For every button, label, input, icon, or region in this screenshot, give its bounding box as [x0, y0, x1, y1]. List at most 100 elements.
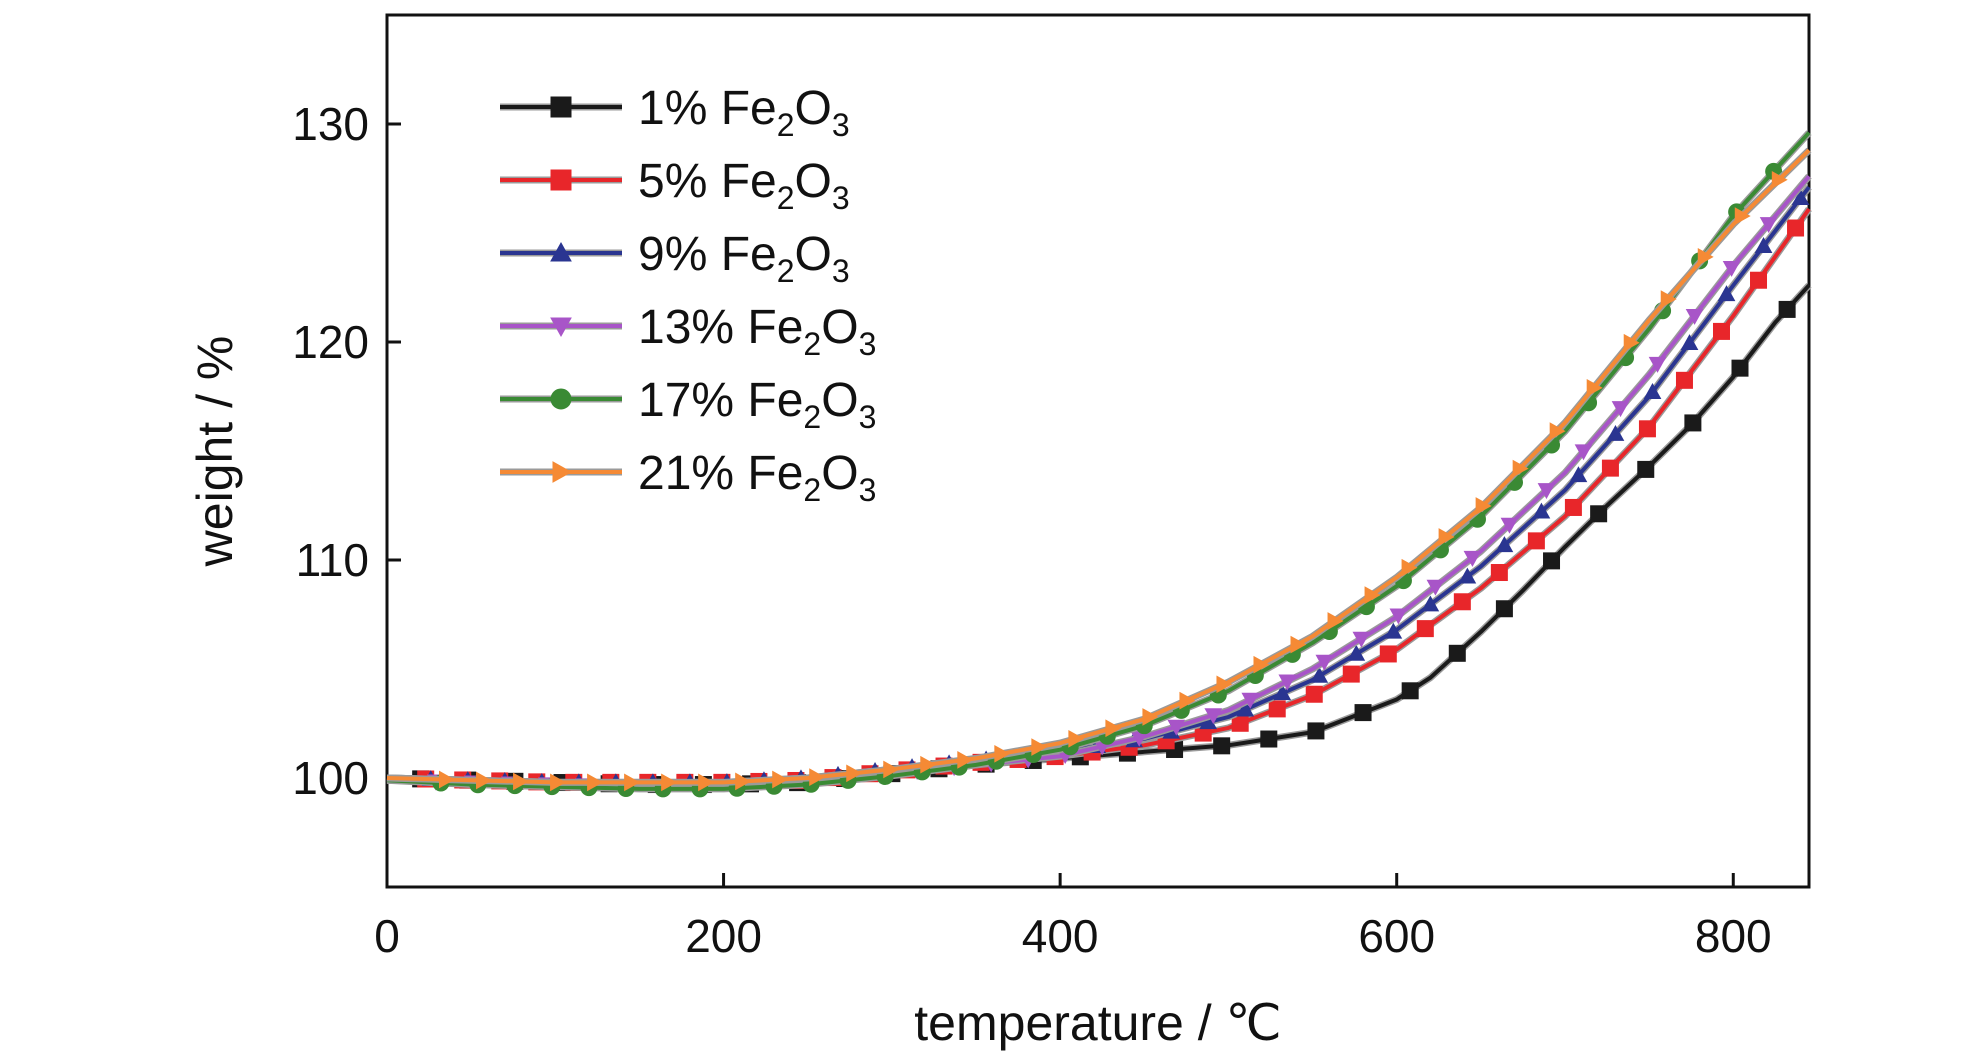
series-point	[1787, 219, 1805, 237]
series-point	[1648, 356, 1667, 373]
series-point	[1253, 655, 1270, 674]
legend-entry: 5% Fe2O3	[500, 155, 850, 216]
series-point	[476, 771, 492, 790]
series-point	[587, 773, 604, 792]
series-line-shadow	[386, 206, 1812, 786]
series-point	[513, 772, 529, 791]
series-point	[698, 773, 715, 792]
series-point	[1273, 684, 1292, 701]
legend-marker	[550, 96, 572, 118]
series-point	[1697, 248, 1714, 266]
series-point	[1142, 708, 1159, 726]
series-point	[1685, 308, 1704, 325]
series-point	[1241, 692, 1260, 709]
legend-marker	[550, 241, 572, 262]
legend-marker	[550, 317, 572, 338]
y-tick-label: 100	[292, 752, 369, 804]
series-point	[1731, 359, 1749, 377]
series-point	[1327, 612, 1344, 630]
y-tick-label: 130	[292, 98, 369, 150]
series-point	[1722, 260, 1741, 277]
series-point	[1347, 644, 1366, 661]
series-point	[1778, 300, 1796, 318]
y-tick-label: 120	[292, 316, 369, 368]
series-point	[624, 773, 641, 792]
legend-entry: 1% Fe2O3	[500, 82, 850, 143]
series-line	[386, 283, 1811, 787]
series-point	[1167, 719, 1186, 736]
x-axis-title: temperature / ℃	[914, 995, 1281, 1051]
series-point	[1574, 444, 1593, 461]
legend-label: 9% Fe2O3	[638, 228, 850, 289]
series-point	[1750, 271, 1768, 289]
series-point	[1611, 401, 1630, 418]
series-point	[1623, 333, 1640, 352]
x-tick-label: 400	[1022, 910, 1099, 962]
series-point	[661, 773, 678, 792]
series-point	[1105, 719, 1122, 738]
series-point	[1453, 593, 1471, 611]
series-point	[883, 760, 900, 779]
series-line	[386, 207, 1811, 785]
series-point	[1278, 674, 1297, 691]
series-point	[957, 751, 974, 769]
series-point	[1342, 665, 1360, 683]
series-point	[1734, 207, 1751, 225]
legend-entry: 21% Fe2O3	[500, 447, 876, 508]
y-tick-label: 110	[296, 534, 369, 586]
legend-entry: 9% Fe2O3	[500, 228, 850, 289]
series-point	[1564, 498, 1582, 516]
series-point	[1680, 334, 1699, 351]
series-point	[1771, 170, 1788, 189]
x-tick-label: 200	[685, 910, 762, 962]
x-tick-label: 600	[1358, 910, 1435, 962]
series-point	[1601, 459, 1619, 477]
series-point	[1717, 285, 1736, 302]
legend-marker	[552, 461, 573, 483]
series-point	[1384, 622, 1403, 639]
series-point	[1389, 608, 1408, 625]
series-point	[1307, 722, 1325, 740]
series-point	[1310, 666, 1329, 683]
legend-label: 17% Fe2O3	[638, 374, 876, 435]
series-point	[1527, 532, 1545, 550]
series-1	[386, 206, 1812, 791]
series-line	[386, 148, 1811, 785]
series-point	[735, 772, 752, 791]
series-point	[1438, 528, 1455, 546]
series-point	[1204, 708, 1223, 725]
series-point	[1179, 691, 1196, 710]
series-point	[1637, 460, 1655, 478]
series-point	[1537, 483, 1556, 500]
series-point	[1754, 237, 1773, 253]
series-point	[1031, 738, 1048, 756]
series-point	[1421, 595, 1440, 612]
series-point	[1512, 459, 1529, 478]
series-point	[809, 768, 826, 786]
x-tick-label: 800	[1695, 910, 1772, 962]
series-point	[1260, 730, 1278, 748]
series-point	[1213, 737, 1231, 755]
series-point	[438, 770, 455, 789]
series-point	[1416, 620, 1434, 638]
series-point	[1458, 567, 1477, 584]
series-point	[550, 773, 566, 792]
series-point	[1315, 654, 1334, 671]
legend: 1% Fe2O3 5% Fe2O3 9% Fe2O3 13% Fe2O3 17% Fe2…	[500, 82, 876, 508]
series-point	[1500, 517, 1519, 534]
series-point	[1759, 217, 1778, 234]
series-point	[1660, 290, 1677, 308]
plot-frame	[385, 13, 1811, 889]
series-point	[1426, 579, 1445, 596]
legend-entry: 17% Fe2O3	[500, 374, 876, 435]
series-point	[1791, 189, 1810, 206]
series-layer	[386, 130, 1812, 798]
series-point	[1364, 586, 1381, 604]
series-point	[1401, 558, 1418, 577]
series-point	[1290, 635, 1307, 654]
series-point	[1490, 564, 1508, 582]
axis-ticks: 0 200 400 600 800 100 110 120 130	[292, 98, 1771, 962]
y-axis-title: weight / %	[187, 336, 243, 568]
series-point	[1216, 675, 1233, 694]
